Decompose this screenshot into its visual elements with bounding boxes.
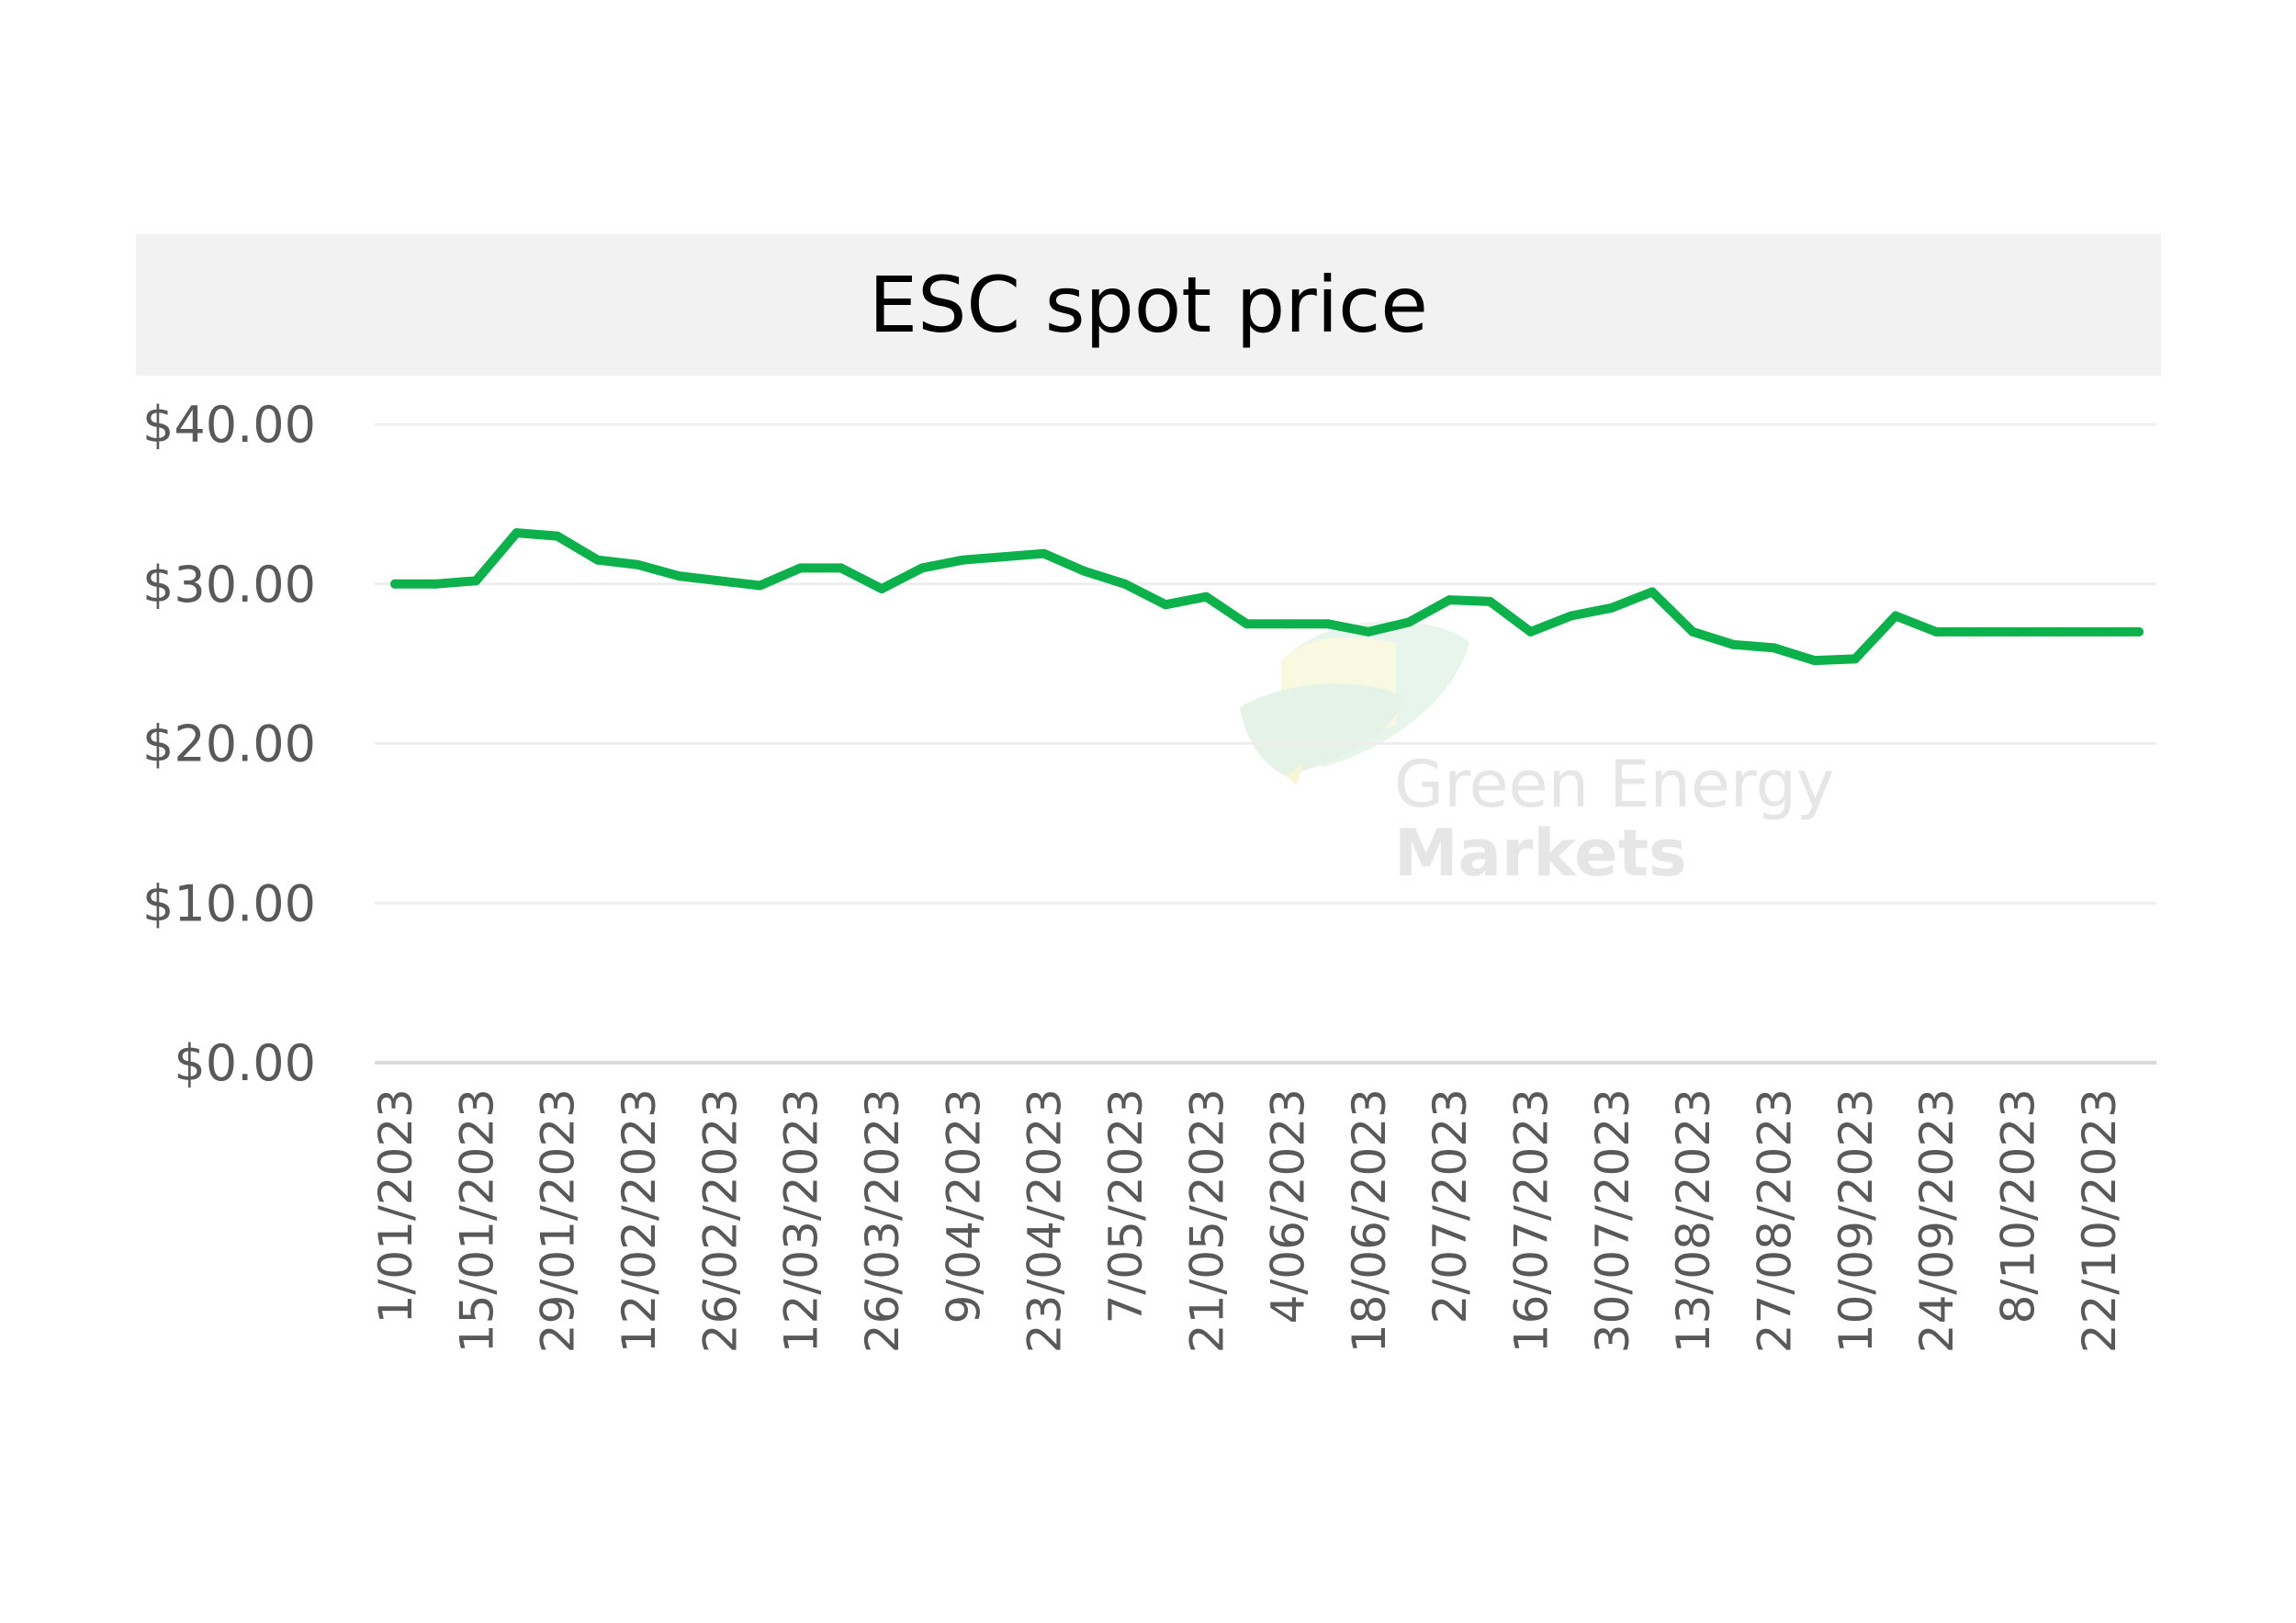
data-point [1242, 619, 1252, 629]
data-point [1769, 643, 1779, 653]
data-point [1525, 626, 1536, 637]
data-point [1931, 626, 1941, 637]
data-point [958, 555, 968, 565]
x-tick-label: 16/07/2023 [1505, 1088, 1559, 1353]
x-tick-label: 21/05/2023 [1180, 1088, 1233, 1353]
data-point [1566, 611, 1576, 621]
x-tick-label: 29/01/2023 [532, 1088, 585, 1353]
x-tick-label: 30/07/2023 [1586, 1088, 1639, 1353]
data-point [634, 559, 643, 569]
y-tick-label: $30.00 [142, 556, 316, 614]
data-point [917, 563, 928, 573]
y-tick-label: $10.00 [142, 874, 316, 932]
y-tick-label: $0.00 [174, 1034, 316, 1092]
x-tick-label: 1/01/2023 [369, 1088, 422, 1324]
watermark-line2: Markets [1394, 816, 1687, 891]
y-tick-label: $40.00 [142, 396, 316, 454]
x-tick-label: 12/03/2023 [775, 1088, 828, 1353]
data-point [836, 563, 846, 573]
y-axis-ticks: $0.00 $10.00 $20.00 $30.00 $40.00 [142, 396, 316, 1092]
data-point [1809, 656, 1819, 666]
data-point [715, 576, 725, 586]
data-point [2134, 626, 2144, 637]
series [390, 528, 2144, 666]
data-point [1445, 595, 1455, 605]
title-band [136, 234, 2161, 376]
data-point [592, 555, 602, 565]
series-line [390, 528, 2144, 666]
x-tick-label: 8/10/2023 [1992, 1088, 2045, 1324]
data-point [2053, 626, 2063, 637]
x-tick-label: 24/09/2023 [1910, 1088, 1964, 1353]
data-point [431, 579, 441, 589]
data-point [877, 584, 886, 593]
watermark: Green Energy Markets [1240, 621, 1834, 891]
data-point [1688, 626, 1698, 637]
data-point [1201, 592, 1211, 602]
data-point [1850, 654, 1860, 664]
x-tick-label: 23/04/2023 [1019, 1088, 1072, 1353]
data-point [2093, 626, 2103, 637]
x-tick-label: 13/08/2023 [1667, 1088, 1720, 1353]
watermark-line1: Green Energy [1394, 747, 1834, 822]
data-point [1039, 548, 1049, 558]
data-point [552, 531, 562, 541]
data-point [471, 576, 481, 586]
data-point [674, 571, 684, 581]
data-point [512, 528, 522, 538]
data-point [998, 552, 1008, 562]
data-point [1972, 626, 1982, 637]
x-tick-label: 15/01/2023 [450, 1088, 503, 1353]
data-point [1282, 619, 1292, 629]
data-point [795, 563, 805, 573]
data-point [1363, 626, 1373, 637]
data-point [1606, 603, 1616, 613]
watermark-logo-icon [1240, 621, 1469, 785]
data-point [1648, 587, 1657, 597]
data-point [390, 579, 400, 589]
data-point [1728, 639, 1739, 649]
x-tick-label: 22/10/2023 [2073, 1088, 2126, 1353]
x-tick-label: 12/02/2023 [613, 1088, 666, 1353]
data-point [1322, 619, 1333, 629]
data-point [755, 580, 765, 591]
x-tick-label: 9/04/2023 [937, 1088, 990, 1324]
x-tick-label: 26/02/2023 [693, 1088, 747, 1353]
data-point [1485, 596, 1495, 606]
x-tick-label: 26/03/2023 [856, 1088, 909, 1353]
x-tick-label: 18/06/2023 [1343, 1088, 1396, 1353]
x-tick-label: 4/06/2023 [1262, 1088, 1315, 1324]
data-point [1161, 600, 1171, 610]
data-point [1404, 617, 1414, 627]
x-tick-label: 27/08/2023 [1749, 1088, 1802, 1353]
data-point [2012, 626, 2022, 637]
x-tick-label: 7/05/2023 [1099, 1088, 1153, 1324]
chart-title: ESC spot price [869, 260, 1428, 350]
y-tick-label: $20.00 [142, 716, 316, 773]
data-point [1079, 566, 1089, 576]
x-axis-ticks: 1/01/2023 15/01/2023 29/01/2023 12/02/2023 2… [369, 1088, 2126, 1353]
x-tick-label: 10/09/2023 [1829, 1088, 1883, 1353]
x-tick-label: 2/07/2023 [1424, 1088, 1477, 1324]
data-point [1120, 579, 1130, 589]
data-point [1891, 611, 1900, 621]
gridlines [375, 423, 2156, 1065]
